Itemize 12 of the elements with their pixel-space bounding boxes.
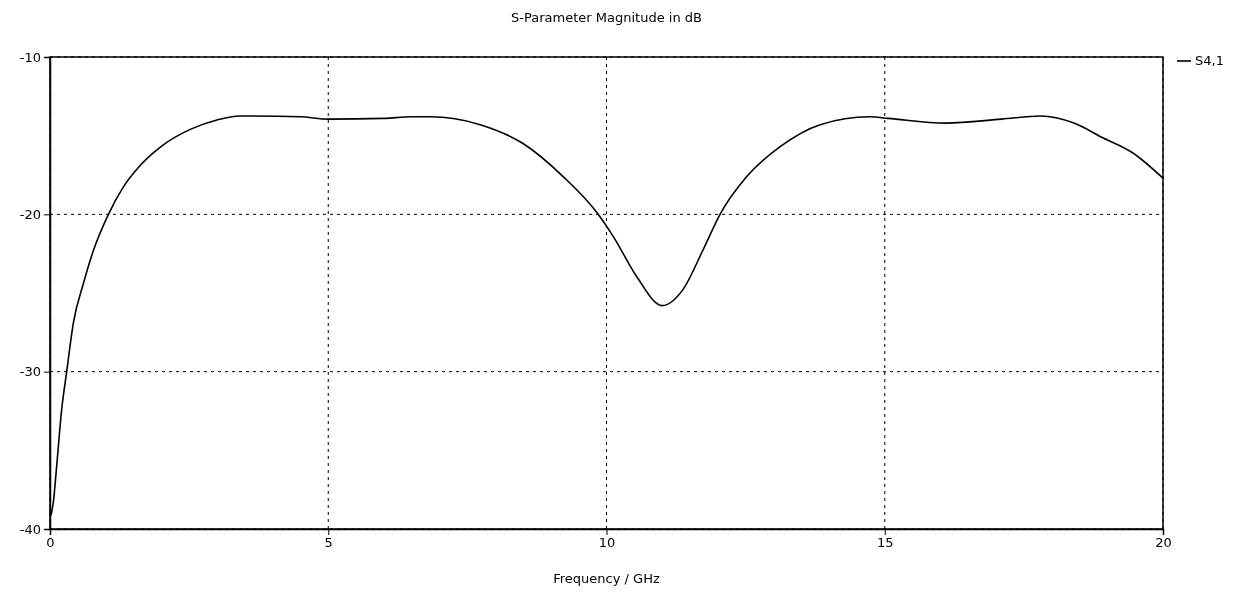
y-tick-label: -20 xyxy=(19,206,41,222)
y-tick-label: -40 xyxy=(19,521,41,537)
y-tick-label: -30 xyxy=(19,364,41,380)
x-axis-title: Frequency / GHz xyxy=(553,571,660,586)
x-tick-label: 5 xyxy=(324,535,333,551)
x-tick-label: 10 xyxy=(598,535,616,551)
legend-label: S4,1 xyxy=(1195,53,1224,68)
y-tick-label: -10 xyxy=(19,49,41,65)
x-tick-label: 20 xyxy=(1155,535,1172,551)
x-tick-label: 15 xyxy=(876,535,894,551)
chart-title: S-Parameter Magnitude in dB xyxy=(511,10,702,25)
x-tick-label: 0 xyxy=(46,535,55,551)
